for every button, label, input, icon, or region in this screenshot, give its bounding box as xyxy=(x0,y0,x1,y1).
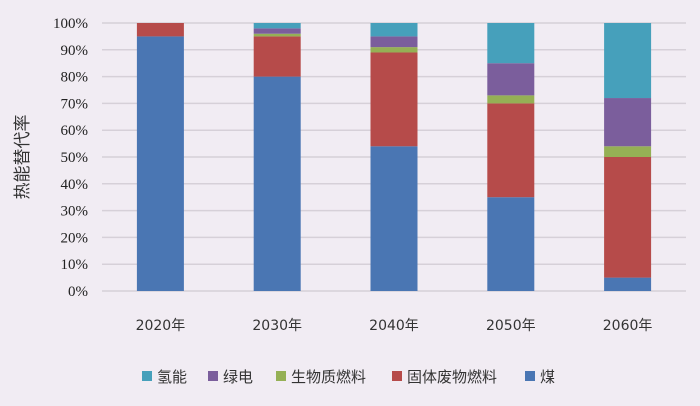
bar-segment xyxy=(253,76,301,291)
y-axis-label: 热能替代率 xyxy=(13,115,33,200)
y-tick-label: 50% xyxy=(61,150,89,166)
bar-segment xyxy=(604,23,652,99)
legend-swatch-icon xyxy=(142,371,152,381)
legend-item: 绿电 xyxy=(208,368,253,386)
bar-stack xyxy=(136,23,184,292)
y-axis-ticks: 0% 10% 20% 30% 40% 50% 60% 70% 80% 90% 100% xyxy=(53,16,88,300)
bar-segment xyxy=(253,28,301,34)
bar-segment xyxy=(370,23,418,37)
bar-segment xyxy=(136,23,184,37)
bar-segment xyxy=(370,52,418,147)
legend-label: 绿电 xyxy=(223,368,253,386)
bar-segment xyxy=(487,63,535,96)
legend-label: 氢能 xyxy=(157,368,187,386)
bar-segment xyxy=(370,36,418,48)
x-tick-label: 2030年 xyxy=(252,318,302,334)
bar-segment xyxy=(487,197,535,291)
y-tick-label: 100% xyxy=(53,16,88,32)
legend-item: 氢能 xyxy=(142,368,187,386)
x-tick-label: 2060年 xyxy=(603,318,653,334)
bar-segment xyxy=(253,33,301,37)
legend-label: 生物质燃料 xyxy=(291,368,366,386)
bar-segment xyxy=(487,103,535,198)
y-tick-label: 40% xyxy=(61,177,89,193)
bar-stack xyxy=(487,23,535,291)
bar-segment xyxy=(604,277,652,291)
bar-segment xyxy=(370,146,418,291)
x-axis-ticks: 2020年 2030年 2040年 2050年 2060年 xyxy=(136,318,653,334)
y-tick-label: 0% xyxy=(68,284,88,300)
legend-swatch-icon xyxy=(525,371,535,381)
bar-segment xyxy=(487,23,535,64)
bar-segment xyxy=(604,157,652,278)
x-tick-label: 2050年 xyxy=(486,318,536,334)
bar-stack xyxy=(253,23,301,291)
y-tick-label: 20% xyxy=(61,230,89,246)
bar-segment xyxy=(370,47,418,53)
y-tick-label: 70% xyxy=(61,96,89,112)
legend-item: 生物质燃料 xyxy=(276,368,366,386)
legend-label: 固体废物燃料 xyxy=(407,368,497,386)
bars xyxy=(136,23,652,292)
bar-stack xyxy=(370,23,418,291)
legend: 氢能 绿电 生物质燃料 固体废物燃料 煤 xyxy=(142,368,555,386)
y-tick-label: 10% xyxy=(61,257,89,273)
legend-item: 固体废物燃料 xyxy=(392,368,497,386)
bar-segment xyxy=(487,95,535,104)
bar-segment xyxy=(604,98,652,147)
x-tick-label: 2020年 xyxy=(136,318,186,334)
bar-segment xyxy=(604,146,652,157)
legend-swatch-icon xyxy=(276,371,286,381)
bar-stack xyxy=(604,23,652,291)
legend-item: 煤 xyxy=(525,368,555,386)
y-tick-label: 60% xyxy=(61,123,89,139)
legend-swatch-icon xyxy=(208,371,218,381)
legend-swatch-icon xyxy=(392,371,402,381)
bar-segment xyxy=(253,23,301,29)
bar-segment xyxy=(136,36,184,292)
legend-label: 煤 xyxy=(540,368,555,386)
y-tick-label: 30% xyxy=(61,204,89,220)
y-tick-label: 80% xyxy=(61,70,89,86)
bar-segment xyxy=(253,36,301,77)
x-tick-label: 2040年 xyxy=(369,318,419,334)
y-tick-label: 90% xyxy=(61,43,89,59)
